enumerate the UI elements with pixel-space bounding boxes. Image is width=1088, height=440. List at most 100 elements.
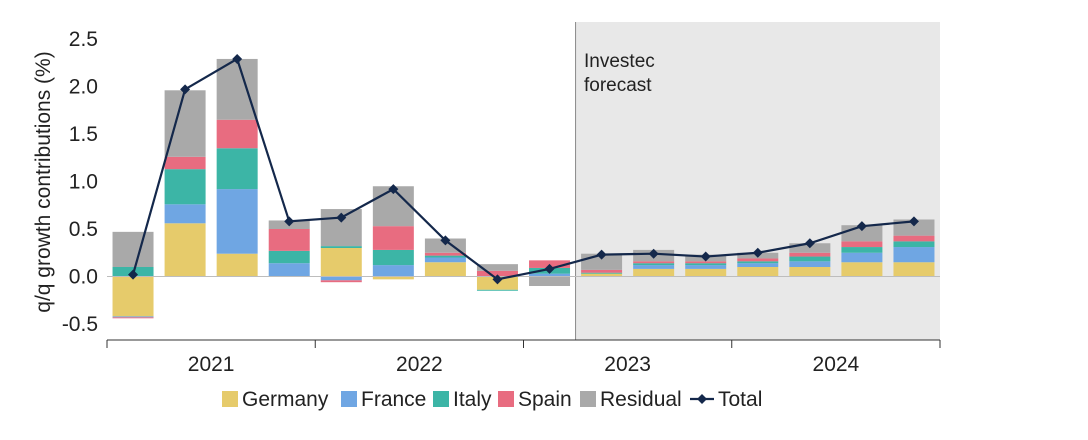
total-marker-7 xyxy=(492,274,503,285)
bar-spain-5 xyxy=(372,226,414,250)
total-marker-15 xyxy=(908,216,919,227)
bar-spain-10 xyxy=(633,261,675,264)
y-tick-label: 1.5 xyxy=(69,123,98,146)
total-marker-12 xyxy=(752,247,763,258)
bar-residual-1 xyxy=(164,90,206,157)
x-axis xyxy=(106,339,941,348)
forecast-shaded-area xyxy=(575,22,940,340)
legend-label-france: France xyxy=(361,388,426,411)
y-axis-ticks: 2.5 2.0 1.5 1.0 0.5 0.0 -0.5 xyxy=(62,28,98,336)
legend: Germany France Italy Spain Residual Total xyxy=(222,388,762,411)
legend-swatch-residual xyxy=(580,391,596,407)
y-tick-label: -0.5 xyxy=(62,313,98,336)
bar-germany-10 xyxy=(633,268,675,277)
bar-germany-9 xyxy=(581,273,623,277)
forecast-annotation: Investec forecast xyxy=(584,51,655,96)
total-marker-5 xyxy=(388,184,399,195)
bar-france-5 xyxy=(372,265,414,277)
legend-swatch-germany xyxy=(222,391,238,407)
bar-germany-2 xyxy=(216,253,258,277)
bar-spain-9 xyxy=(581,269,623,273)
legend-swatch-italy xyxy=(433,391,449,407)
total-marker-13 xyxy=(804,238,815,249)
total-marker-0 xyxy=(128,269,139,280)
y-tick-label: 0.5 xyxy=(69,218,98,241)
total-marker-6 xyxy=(440,235,451,246)
legend-label-residual: Residual xyxy=(600,388,682,411)
bar-italy-5 xyxy=(372,249,414,266)
legend-swatch-spain xyxy=(498,391,514,407)
bar-germany-0 xyxy=(112,276,154,317)
bar-france-2 xyxy=(216,189,258,254)
total-marker-8 xyxy=(544,263,555,274)
year-label-2022: 2022 xyxy=(396,353,443,376)
bar-france-11 xyxy=(685,265,727,269)
bar-spain-1 xyxy=(164,156,206,170)
legend-label-total: Total xyxy=(718,388,762,411)
bar-spain-14 xyxy=(841,241,883,248)
bar-spain-4 xyxy=(320,280,362,283)
total-series xyxy=(128,53,919,285)
legend-label-spain: Spain xyxy=(518,388,572,411)
bar-spain-3 xyxy=(268,229,310,251)
y-tick-label: 2.0 xyxy=(69,76,98,99)
total-marker-11 xyxy=(700,251,711,262)
bar-france-1 xyxy=(164,204,206,224)
total-marker-1 xyxy=(180,84,191,95)
y-axis-label: q/q growth contributions (%) xyxy=(32,51,55,312)
legend-total-marker xyxy=(697,394,707,404)
bar-italy-9 xyxy=(581,272,623,274)
bar-spain-6 xyxy=(424,252,466,256)
total-line xyxy=(131,57,915,281)
year-label-2023: 2023 xyxy=(604,353,651,376)
bar-france-4 xyxy=(320,276,362,281)
bar-spain-11 xyxy=(685,261,727,264)
bar-segments xyxy=(112,58,935,319)
bar-spain-0 xyxy=(112,317,154,319)
bar-germany-12 xyxy=(737,267,779,277)
bar-france-8 xyxy=(529,273,571,277)
year-label-2024: 2024 xyxy=(813,353,860,376)
bar-italy-4 xyxy=(320,246,362,248)
annotation-line-investec: Investec xyxy=(584,51,655,72)
bar-residual-0 xyxy=(112,231,154,267)
bar-france-6 xyxy=(424,257,466,263)
bar-france-3 xyxy=(268,263,310,277)
bar-residual-15 xyxy=(893,219,935,236)
bar-italy-15 xyxy=(893,241,935,248)
total-marker-3 xyxy=(284,216,295,227)
y-tick-label: 1.0 xyxy=(69,171,98,194)
bar-italy-6 xyxy=(424,255,466,258)
legend-label-germany: Germany xyxy=(242,388,329,411)
bar-spain-13 xyxy=(789,252,831,257)
bar-italy-1 xyxy=(164,169,206,205)
bar-spain-15 xyxy=(893,235,935,242)
bar-residual-7 xyxy=(476,264,518,271)
bar-italy-11 xyxy=(685,263,727,266)
bar-germany-5 xyxy=(372,276,414,280)
year-label-2021: 2021 xyxy=(188,353,235,376)
bar-spain-7 xyxy=(476,270,518,277)
bar-residual-2 xyxy=(216,58,258,120)
bar-residual-8 xyxy=(529,276,571,286)
bar-italy-7 xyxy=(476,289,518,291)
bar-france-10 xyxy=(633,265,675,269)
legend-swatch-france xyxy=(341,391,357,407)
bar-france-14 xyxy=(841,252,883,263)
y-tick-label: 0.0 xyxy=(69,266,98,289)
bar-germany-4 xyxy=(320,248,362,277)
bar-germany-1 xyxy=(164,223,206,277)
y-tick-label: 2.5 xyxy=(69,28,98,51)
bar-italy-13 xyxy=(789,256,831,262)
total-marker-4 xyxy=(336,212,347,223)
bar-germany-13 xyxy=(789,267,831,277)
bar-italy-10 xyxy=(633,263,675,266)
bar-france-15 xyxy=(893,247,935,263)
bar-germany-15 xyxy=(893,262,935,277)
bar-italy-14 xyxy=(841,247,883,253)
total-marker-10 xyxy=(648,248,659,259)
bar-france-12 xyxy=(737,263,779,267)
total-marker-9 xyxy=(596,249,607,260)
legend-label-italy: Italy xyxy=(453,388,492,411)
